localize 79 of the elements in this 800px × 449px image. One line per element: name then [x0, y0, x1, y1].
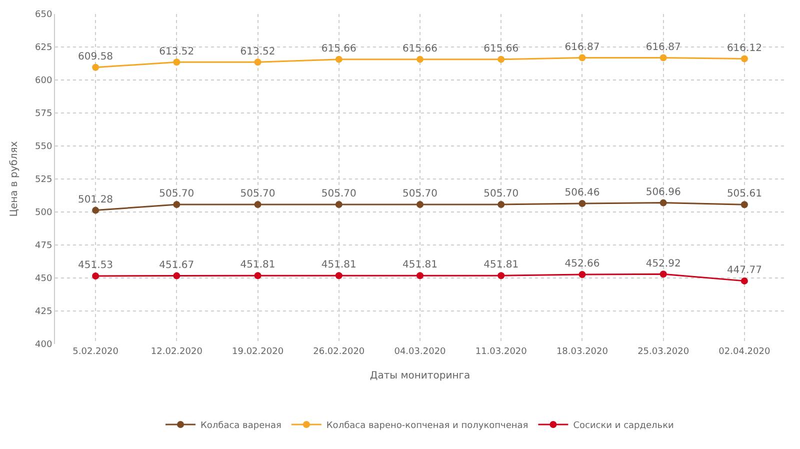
data-label: 615.66	[484, 43, 519, 54]
data-label: 451.81	[484, 260, 519, 271]
y-axis-title: Цена в рублях	[9, 141, 20, 217]
point	[578, 54, 586, 62]
y-tick-label: 425	[35, 307, 52, 318]
point	[416, 200, 424, 208]
y-tick-label: 475	[35, 241, 52, 252]
point	[92, 272, 100, 280]
y-tick-label: 650	[35, 10, 52, 20]
data-label: 451.81	[240, 260, 276, 271]
point	[660, 54, 667, 62]
data-label: 505.70	[402, 188, 438, 200]
data-label: 613.52	[240, 46, 276, 58]
x-tick-label: 18.03.2020	[556, 347, 608, 357]
point	[254, 272, 262, 280]
x-tick-label: 5.02.2020	[72, 347, 119, 357]
y-tick-label: 525	[35, 175, 52, 186]
point	[740, 277, 748, 284]
data-label: 505.70	[159, 188, 194, 200]
y-tick-label: 600	[35, 76, 52, 86]
x-tick-label: 04.03.2020	[394, 347, 446, 357]
point	[92, 206, 100, 214]
data-label: 616.87	[564, 42, 600, 53]
y-tick-label: 575	[35, 109, 52, 120]
y-tick-label: 500	[35, 208, 52, 218]
data-label: 616.87	[646, 42, 681, 53]
data-label: 451.53	[78, 260, 114, 272]
data-label: 615.66	[321, 43, 356, 54]
data-label: 501.28	[78, 194, 114, 206]
point	[416, 272, 424, 280]
data-label: 505.70	[321, 188, 356, 200]
point	[660, 270, 667, 278]
legend-label: Колбаса варено-копченая и полукопченая	[326, 421, 528, 432]
data-label: 506.96	[646, 186, 681, 198]
point	[740, 55, 748, 62]
point	[660, 199, 667, 206]
x-tick-label: 12.02.2020	[150, 347, 203, 357]
point	[254, 200, 262, 208]
data-label: 451.67	[159, 260, 194, 271]
point	[92, 64, 100, 71]
data-label: 505.70	[484, 188, 519, 200]
point	[173, 272, 180, 280]
point	[578, 200, 586, 207]
data-label: 451.81	[321, 260, 356, 271]
point	[335, 200, 342, 208]
data-label: 447.77	[726, 265, 762, 276]
point	[740, 201, 748, 208]
point	[254, 58, 262, 66]
data-label: 452.66	[564, 258, 600, 270]
legend-label: Сосиски и сардельки	[573, 421, 674, 432]
data-label: 451.81	[402, 260, 438, 271]
y-tick-label: 550	[35, 142, 52, 152]
data-label: 615.66	[402, 43, 438, 54]
x-tick-label: 26.02.2020	[313, 347, 365, 357]
point	[498, 272, 505, 280]
x-tick-label: 25.03.2020	[638, 347, 690, 357]
point	[335, 56, 342, 63]
data-label: 505.61	[726, 188, 762, 200]
x-tick-label: 02.04.2020	[718, 347, 770, 357]
x-axis-title: Даты мониторинга	[370, 370, 470, 382]
x-tick-label: 11.03.2020	[475, 347, 528, 357]
x-tick-label: 19.02.2020	[232, 347, 284, 357]
data-label: 609.58	[78, 51, 114, 62]
data-label: 616.12	[726, 42, 762, 54]
point	[335, 272, 342, 280]
legend-label: Колбаса вареная	[200, 421, 282, 432]
y-tick-label: 400	[35, 340, 52, 350]
point	[173, 200, 180, 208]
y-tick-label: 450	[35, 274, 52, 284]
point	[498, 200, 505, 208]
point	[498, 56, 505, 63]
data-label: 506.46	[564, 188, 600, 199]
y-tick-label: 625	[35, 43, 52, 54]
point	[173, 58, 180, 66]
point	[578, 270, 586, 278]
data-label: 452.92	[646, 258, 681, 270]
data-label: 613.52	[159, 46, 194, 58]
data-label: 505.70	[240, 188, 276, 200]
point	[416, 56, 424, 63]
